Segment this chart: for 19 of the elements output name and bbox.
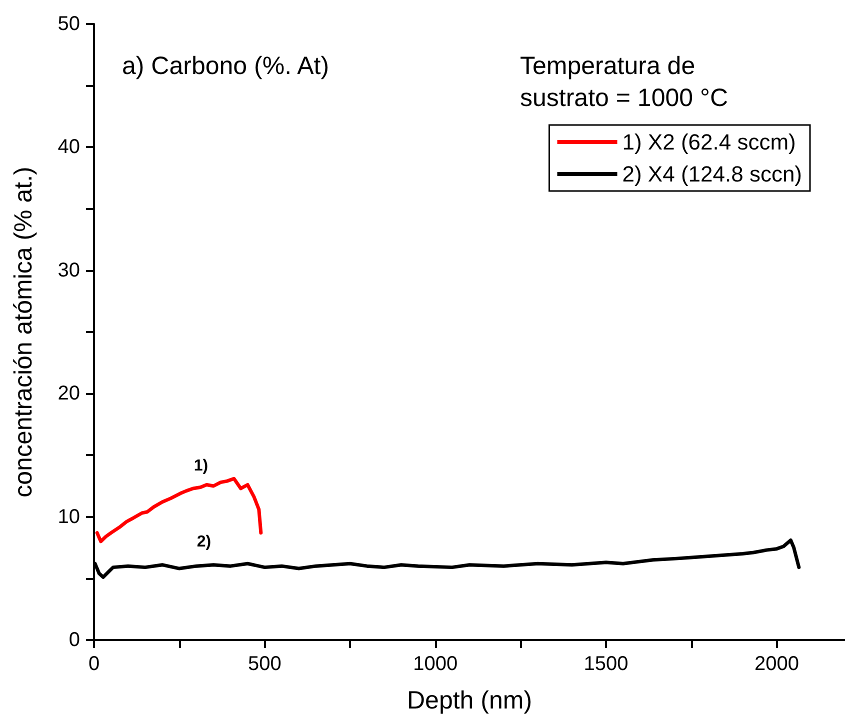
annotation: a) Carbono (%. At) [122,52,330,80]
x-axis-title: Depth (nm) [406,686,532,714]
x-tick-label: 2000 [754,653,799,675]
y-tick-label: 40 [58,136,80,158]
x-tick-label: 500 [248,653,282,675]
y-tick-label: 30 [58,259,80,282]
legend-label: 2) X4 (124.8 sccn) [622,162,802,186]
x-tick-label: 1000 [413,653,458,675]
legend-label: 1) X2 (62.4 sccm) [622,130,796,154]
y-tick-label: 20 [58,382,80,405]
annotation: Temperatura de sustrato = 1000 °C [520,52,728,112]
y-tick-label: 50 [58,13,80,35]
annotation: 2) [196,534,212,550]
y-axis-title: concentración atómica (% at.) [10,166,38,498]
x-tick-label: 0 [88,653,100,675]
y-tick-label: 10 [58,506,80,528]
y-tick-label: 0 [68,629,80,651]
annotation: 1) [194,458,208,474]
x-tick-label: 1500 [584,653,628,675]
